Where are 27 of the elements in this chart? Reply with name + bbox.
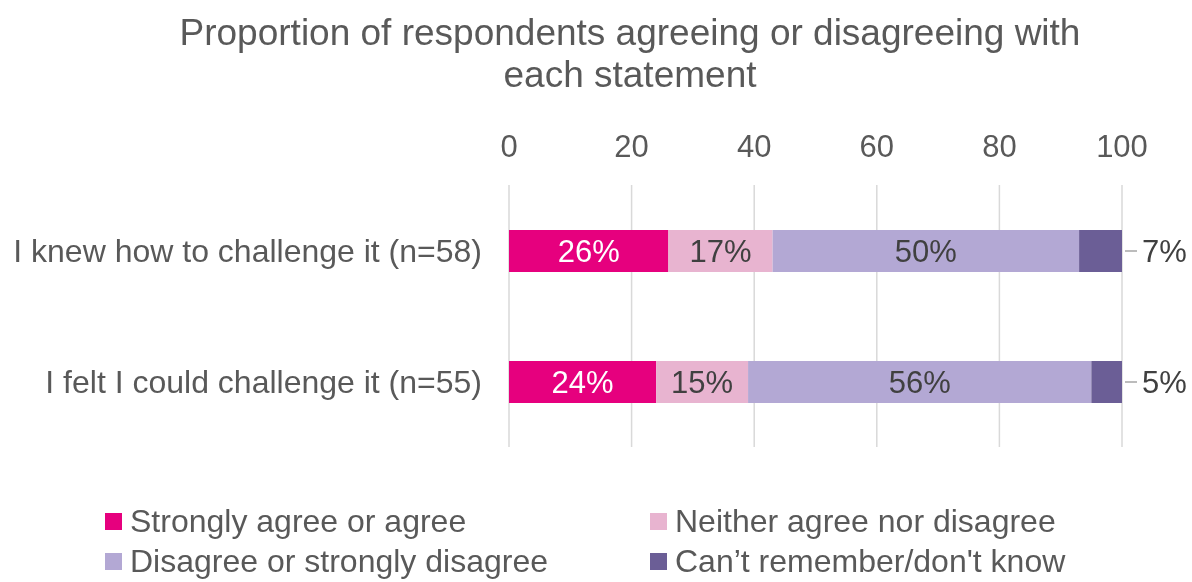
data-label: 7% (1142, 233, 1187, 269)
legend-label: Can’t remember/don't know (675, 542, 1066, 580)
data-label: 24% (551, 364, 614, 400)
legend-label: Strongly agree or agree (130, 502, 467, 540)
data-label: 50% (894, 233, 957, 269)
data-label: 15% (671, 364, 734, 400)
y-tick-label: I knew how to challenge it (n=58) (13, 232, 482, 269)
x-tick-label: 0 (500, 129, 518, 164)
data-label: 17% (689, 233, 752, 269)
y-tick-label: I felt I could challenge it (n=55) (45, 363, 482, 400)
x-tick-label: 60 (859, 129, 895, 164)
x-tick-label: 40 (736, 129, 772, 164)
bar (1079, 230, 1122, 272)
data-label: 5% (1142, 364, 1187, 400)
bar (1091, 361, 1122, 403)
data-label: 56% (888, 364, 951, 400)
bar (509, 361, 657, 403)
bar (509, 230, 669, 272)
bar (772, 230, 1080, 272)
bar (748, 361, 1092, 403)
x-tick-label: 80 (982, 129, 1017, 164)
data-label: 26% (557, 233, 620, 269)
legend-label: Neither agree nor disagree (675, 502, 1056, 540)
legend-label: Disagree or strongly disagree (130, 542, 548, 580)
chart-title: Proportion of respondents agreeing or disagreeing with each statement (178, 12, 1082, 96)
x-tick-label: 20 (614, 129, 649, 164)
x-tick-label: 100 (1096, 129, 1148, 164)
